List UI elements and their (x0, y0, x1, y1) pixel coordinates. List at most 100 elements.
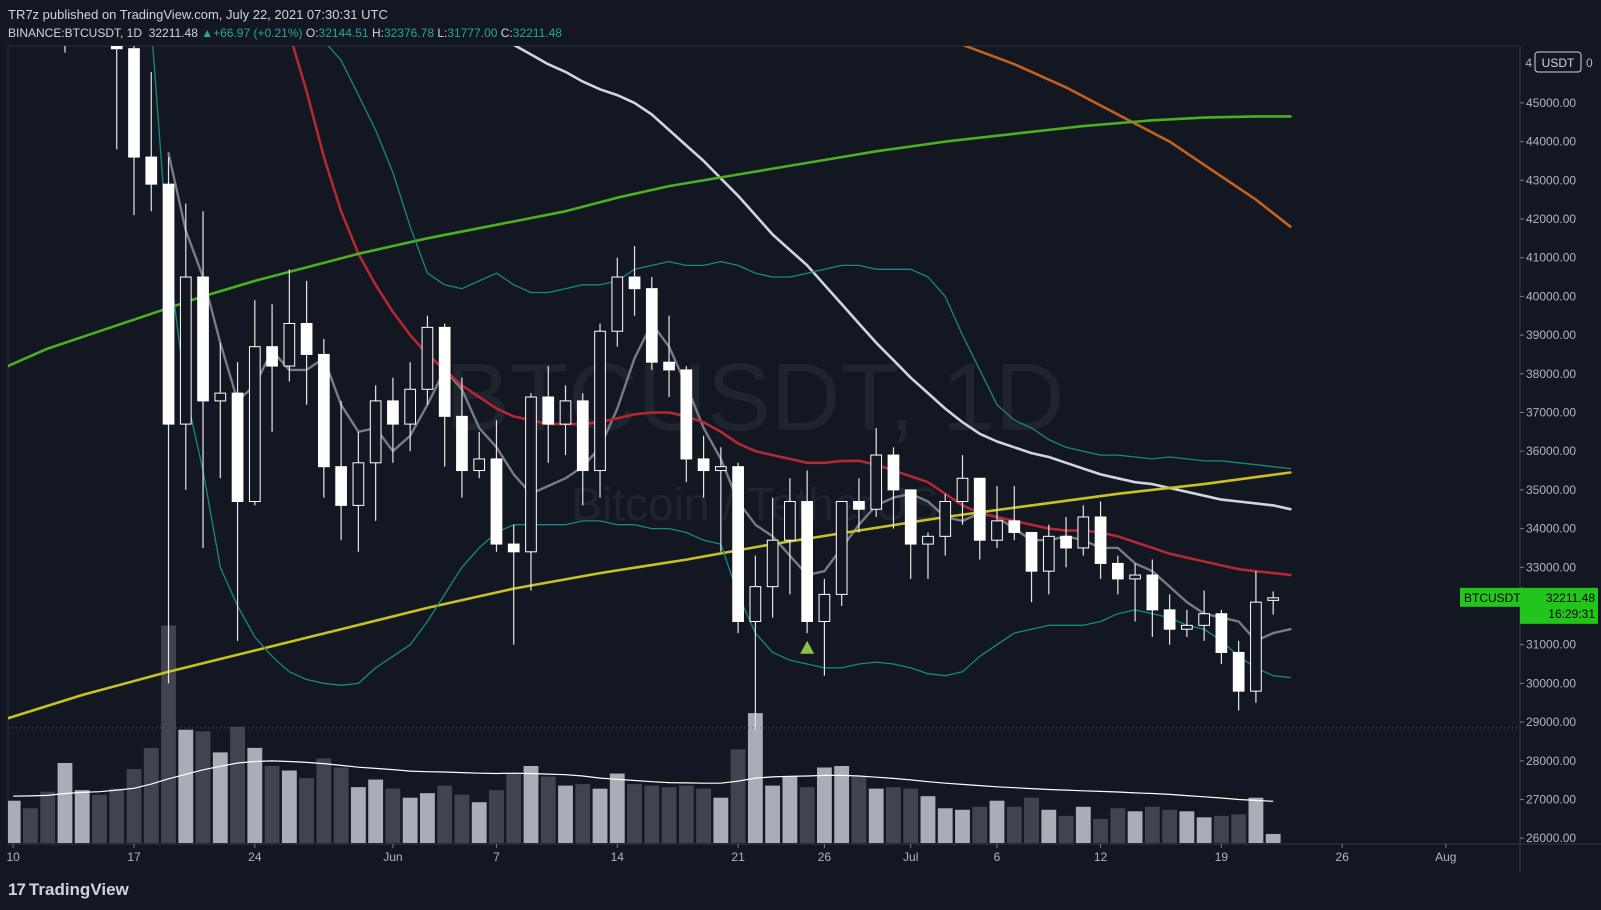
x-tick-label: 26 (1336, 850, 1350, 864)
volume-bar (661, 787, 677, 843)
volume-bar (178, 729, 194, 843)
y-tick-label: 35000.00 (1526, 483, 1576, 497)
volume-bar (264, 765, 280, 843)
volume-bar (230, 726, 245, 843)
candle-body (594, 330, 606, 472)
volume-bar (920, 796, 936, 843)
candle-body (179, 276, 192, 425)
volume-bar (713, 797, 729, 843)
volume-bar (1093, 818, 1108, 843)
candle-body (973, 477, 986, 541)
currency-suffix: 0 (1586, 56, 1593, 70)
y-tick-label: 45000.00 (1526, 96, 1576, 110)
candle-body (387, 400, 399, 425)
volume-bar (1162, 809, 1178, 843)
candle-body (1250, 601, 1262, 692)
volume-bar (143, 747, 159, 843)
volume-bar (350, 787, 366, 843)
volume-bar (937, 808, 953, 843)
volume-bar (903, 788, 919, 843)
candle-body (939, 501, 952, 537)
candle-body (784, 501, 796, 541)
tradingview-logo-icon: 17 (8, 880, 26, 899)
candle-body (1025, 531, 1038, 572)
volume-bar (886, 787, 901, 843)
price-tag-value: 32211.48 (1546, 591, 1595, 605)
volume-bar (972, 806, 988, 843)
volume-bar (558, 785, 573, 843)
publisher-line: TR7z published on TradingView.com, July … (8, 7, 388, 22)
volume-bar (299, 778, 315, 843)
symbol-label[interactable]: BINANCE:BTCUSDT, 1D (8, 26, 143, 40)
high-value: 32376.78 (383, 26, 434, 40)
volume-bar (989, 800, 1005, 843)
y-tick-label: 39000.00 (1526, 328, 1576, 342)
volume-bar (126, 769, 142, 843)
candle-body (490, 458, 503, 545)
candle-body (1198, 613, 1210, 626)
volume-bar (575, 784, 591, 843)
close-value: 32211.48 (512, 26, 562, 40)
price-chart[interactable]: BTCUSDT, 1D Bitcoin / TetherUS 26000.002… (0, 0, 1601, 872)
volume-ma-line (13, 760, 1274, 802)
candle-body (1042, 535, 1055, 572)
open-value: 32144.51 (318, 26, 369, 40)
price-tag-symbol: BTCUSDT (1464, 591, 1521, 605)
candle-body (266, 346, 278, 367)
y-tick-label: 38000.00 (1526, 367, 1576, 381)
candle-body (456, 415, 468, 472)
y-tick-label: 33000.00 (1526, 560, 1576, 574)
x-tick-label: 7 (493, 850, 500, 864)
x-tick-label: 24 (248, 850, 262, 864)
price-tag-symbol-box (1460, 587, 1524, 607)
x-tick-label: 26 (818, 850, 832, 864)
volume-bar (1075, 806, 1091, 843)
volume-bar (402, 797, 418, 843)
volume-bar (799, 787, 815, 843)
volume-bar (195, 731, 211, 843)
chart-header: TR7z published on TradingView.com, July … (0, 0, 1601, 46)
low-label: L: (437, 26, 448, 40)
x-tick-label: 6 (994, 850, 1001, 864)
volume-bar (644, 785, 660, 843)
y-tick-label: 28000.00 (1526, 754, 1576, 768)
volume-bar (1058, 815, 1074, 843)
time-axis[interactable]: 10 17 24 Jun 7 14 21 26 Jul 6 12 19 26 Aug (6, 844, 1456, 864)
price-axis[interactable]: 26000.00 27000.00 28000.00 29000.00 30000.00… (1520, 96, 1576, 845)
watermark-title: BTCUSDT, 1D (446, 344, 1065, 451)
volume-bar (161, 625, 176, 843)
candle-body (335, 466, 347, 506)
candle-body (1215, 613, 1228, 653)
x-tick-label: 21 (731, 850, 745, 864)
candle-body (231, 392, 244, 503)
candle-body (697, 458, 710, 472)
indicator-layer (8, 46, 1292, 720)
volume-bar (678, 785, 694, 843)
volume-bar (8, 800, 21, 843)
open-label: O: (305, 26, 319, 40)
tradingview-logo-text: TradingView (28, 880, 129, 899)
volume-bar (540, 776, 556, 843)
candle-body (956, 477, 969, 503)
candle-body (576, 400, 589, 472)
candle-body (1129, 574, 1141, 580)
volume-bar (333, 767, 349, 843)
tradingview-logo[interactable]: 17 TradingView (8, 880, 129, 900)
volume-bar (57, 762, 73, 843)
volume-bar (609, 773, 625, 843)
currency-badge[interactable]: USDT 0 4 (1525, 51, 1593, 73)
candle-body (300, 322, 313, 355)
volume-bar (696, 788, 712, 843)
ohlc-legend[interactable]: BINANCE:BTCUSDT, 1D 32211.48 ▲+66.97 (+0… (8, 26, 562, 40)
volume-bar (454, 794, 470, 843)
y-tick-label: 26000.00 (1526, 831, 1576, 845)
candle-body (922, 535, 934, 545)
y-tick-label: 42000.00 (1526, 212, 1576, 226)
candle-body (214, 392, 227, 402)
volume-bar (506, 773, 522, 843)
ma_red-line (291, 46, 1292, 577)
x-tick-label: 14 (611, 850, 625, 864)
change-arrow-icon: ▲ (201, 26, 214, 40)
close-label: C: (500, 26, 513, 40)
candle-body (1146, 574, 1159, 611)
